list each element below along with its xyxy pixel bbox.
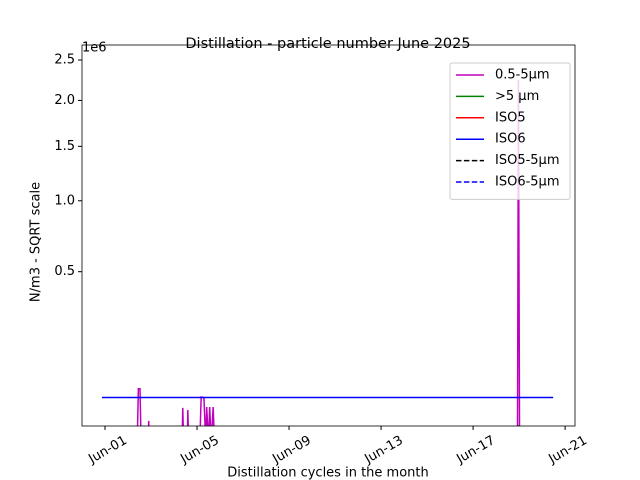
x-axis-label: Distillation cycles in the month <box>227 466 428 480</box>
y-tick-label: 2.5 <box>54 53 75 68</box>
legend-label: ISO5 <box>495 110 526 125</box>
legend-label: ISO5-5µm <box>495 153 560 168</box>
chart-title: Distillation - particle number June 2025 <box>185 36 470 52</box>
legend-label: 0.5-5µm <box>495 68 550 83</box>
plot-frame <box>81 44 576 427</box>
y-tick-label: 1.5 <box>54 139 75 154</box>
series-line <box>136 79 521 426</box>
plot-lines <box>102 79 554 426</box>
y-tick-label: 1.0 <box>54 193 75 208</box>
legend-label: ISO6 <box>495 132 526 147</box>
y-offset-label: 1e6 <box>82 41 107 56</box>
legend-label: ISO6-5µm <box>495 175 560 190</box>
y-tick-label: 2.0 <box>54 93 75 108</box>
legend-label: >5 µm <box>495 89 539 104</box>
y-axis-label: N/m3 - SQRT scale <box>29 182 44 302</box>
y-tick-label: 0.5 <box>54 264 75 279</box>
series-line <box>517 424 520 426</box>
